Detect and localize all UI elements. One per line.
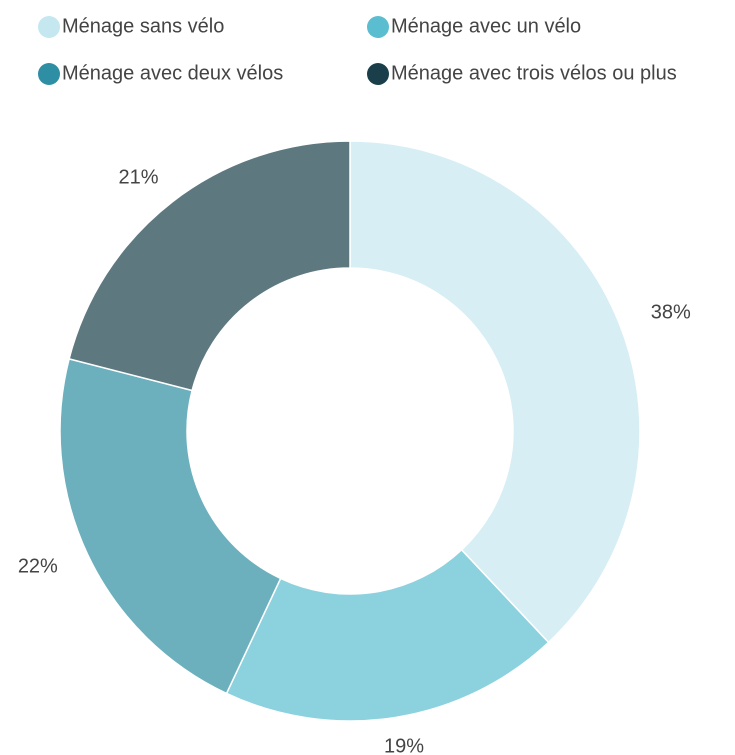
legend-label: Ménage sans vélo	[62, 15, 224, 37]
legend-label: Ménage avec deux vélos	[62, 62, 283, 84]
data-label: 38%	[651, 301, 691, 323]
data-label: 19%	[384, 735, 424, 755]
donut-slice	[349, 140, 641, 644]
legend-swatch	[38, 63, 60, 85]
data-label: 21%	[119, 166, 159, 188]
legend-label: Ménage avec un vélo	[391, 15, 581, 37]
donut-slice	[59, 357, 282, 695]
donut-slice	[225, 548, 550, 722]
legend-label: Ménage avec trois vélos ou plus	[391, 62, 677, 84]
legend-swatch	[38, 16, 60, 38]
legend-swatch	[367, 16, 389, 38]
data-label: 22%	[18, 556, 58, 578]
legend-swatch	[367, 63, 389, 85]
donut-slice	[68, 140, 351, 392]
